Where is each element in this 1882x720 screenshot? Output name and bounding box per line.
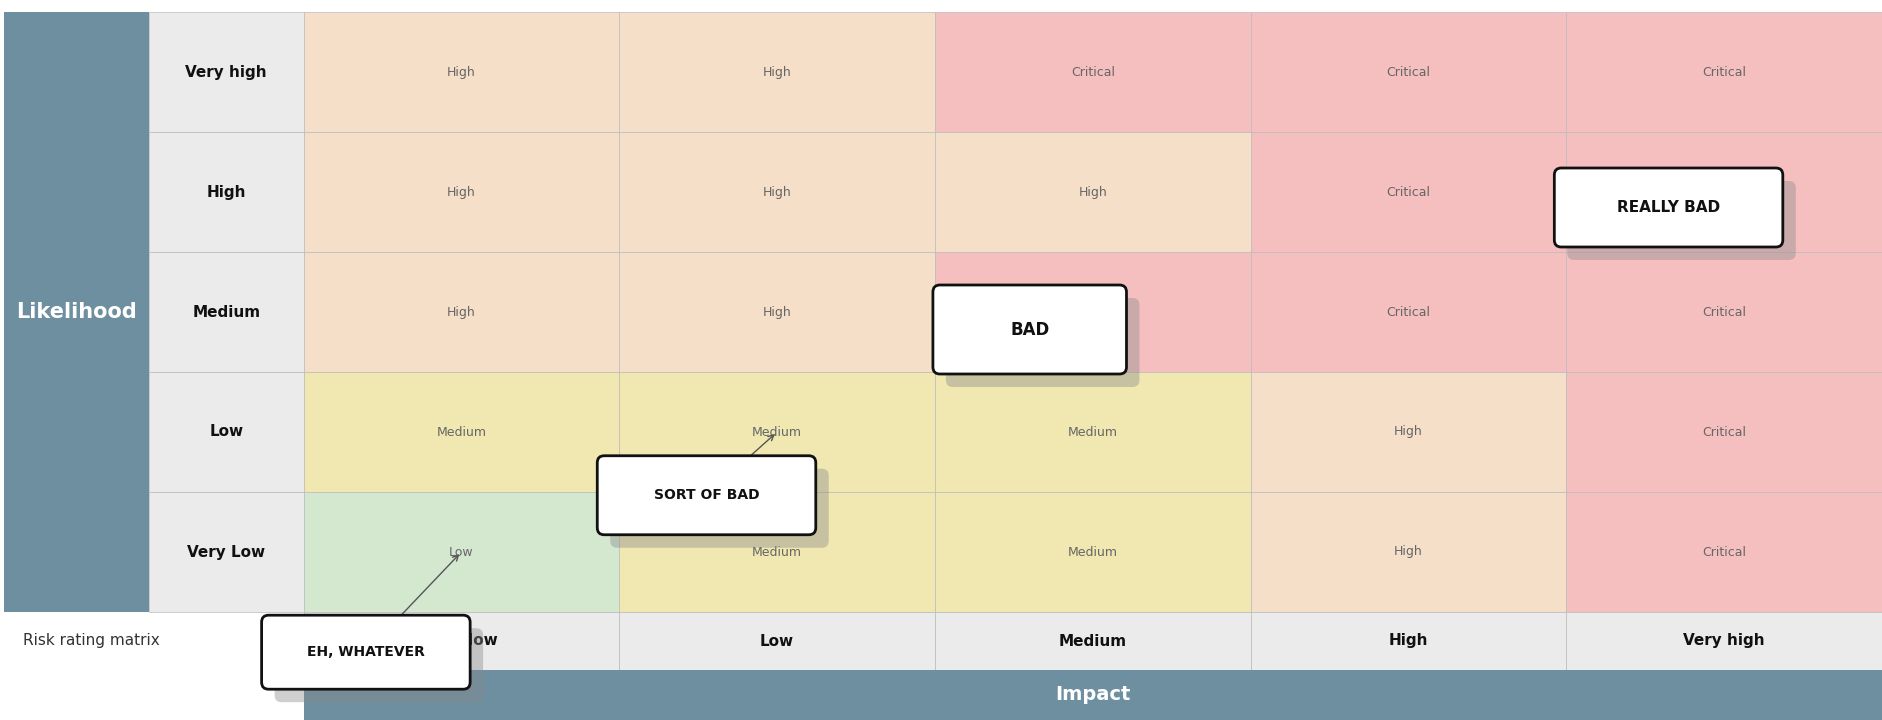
Text: Medium: Medium xyxy=(1067,426,1118,438)
Bar xyxy=(149,12,303,132)
Text: Very Low: Very Low xyxy=(186,544,265,559)
Text: High: High xyxy=(207,184,247,199)
Bar xyxy=(935,12,1252,132)
Bar xyxy=(619,612,935,670)
Text: Medium: Medium xyxy=(753,426,802,438)
Bar xyxy=(1252,252,1566,372)
Text: High: High xyxy=(1389,634,1428,649)
Bar xyxy=(935,372,1252,492)
Bar xyxy=(619,492,935,612)
Bar xyxy=(619,252,935,372)
Text: High: High xyxy=(448,186,476,199)
Bar xyxy=(1252,132,1566,252)
Bar xyxy=(1252,12,1566,132)
Text: Risk rating matrix: Risk rating matrix xyxy=(23,634,160,649)
Bar xyxy=(1566,252,1882,372)
FancyBboxPatch shape xyxy=(1555,168,1782,247)
Bar xyxy=(619,372,935,492)
Text: Critical: Critical xyxy=(1387,66,1430,78)
Bar xyxy=(619,12,935,132)
FancyBboxPatch shape xyxy=(1568,181,1795,260)
Text: Impact: Impact xyxy=(1056,685,1131,704)
Bar xyxy=(935,612,1252,670)
Bar xyxy=(303,252,619,372)
Text: Critical: Critical xyxy=(1701,426,1746,438)
Text: Critical: Critical xyxy=(1387,186,1430,199)
Text: Critical: Critical xyxy=(1701,66,1746,78)
Text: Critical: Critical xyxy=(1071,66,1114,78)
Bar xyxy=(1252,492,1566,612)
Bar xyxy=(303,12,619,132)
Text: Medium: Medium xyxy=(192,305,260,320)
Bar xyxy=(4,12,149,612)
Bar xyxy=(1252,612,1566,670)
Text: EH, WHATEVER: EH, WHATEVER xyxy=(307,645,425,660)
Text: High: High xyxy=(448,305,476,318)
Bar xyxy=(1566,372,1882,492)
Text: High: High xyxy=(1395,546,1423,559)
Text: SORT OF BAD: SORT OF BAD xyxy=(653,488,758,503)
Text: Low: Low xyxy=(760,634,794,649)
FancyBboxPatch shape xyxy=(275,628,484,702)
Text: Medium: Medium xyxy=(1060,634,1127,649)
Text: REALLY BAD: REALLY BAD xyxy=(1617,200,1720,215)
Text: Low: Low xyxy=(450,546,474,559)
Text: High: High xyxy=(1078,186,1107,199)
Bar xyxy=(935,132,1252,252)
FancyBboxPatch shape xyxy=(947,298,1139,387)
Bar xyxy=(149,492,303,612)
Text: Medium: Medium xyxy=(1067,546,1118,559)
Bar xyxy=(935,252,1252,372)
Bar xyxy=(303,612,619,670)
Text: Critical: Critical xyxy=(1701,546,1746,559)
Bar xyxy=(935,492,1252,612)
Bar xyxy=(149,132,303,252)
Text: very low: very low xyxy=(425,634,497,649)
Text: Critical: Critical xyxy=(1071,305,1114,318)
Text: Very high: Very high xyxy=(1683,634,1765,649)
Bar xyxy=(619,132,935,252)
Bar xyxy=(1252,372,1566,492)
Text: Critical: Critical xyxy=(1387,305,1430,318)
Bar xyxy=(303,670,1882,720)
Text: BAD: BAD xyxy=(1011,320,1050,338)
Text: High: High xyxy=(762,305,792,318)
Bar xyxy=(1566,612,1882,670)
Text: High: High xyxy=(1395,426,1423,438)
Text: High: High xyxy=(448,66,476,78)
FancyBboxPatch shape xyxy=(262,615,470,689)
Text: Critical: Critical xyxy=(1701,305,1746,318)
Text: Medium: Medium xyxy=(753,546,802,559)
Bar xyxy=(1566,12,1882,132)
Text: Medium: Medium xyxy=(437,426,486,438)
Bar xyxy=(303,132,619,252)
Bar xyxy=(149,252,303,372)
Text: Very high: Very high xyxy=(186,65,267,79)
Bar xyxy=(1566,132,1882,252)
Bar xyxy=(303,492,619,612)
Bar xyxy=(1566,492,1882,612)
Bar xyxy=(303,372,619,492)
Text: High: High xyxy=(762,186,792,199)
Text: Likelihood: Likelihood xyxy=(17,302,137,322)
FancyBboxPatch shape xyxy=(933,285,1127,374)
FancyBboxPatch shape xyxy=(597,456,815,535)
Text: Low: Low xyxy=(209,425,243,439)
Text: High: High xyxy=(762,66,792,78)
Bar xyxy=(149,372,303,492)
FancyBboxPatch shape xyxy=(610,469,828,548)
Text: Critical: Critical xyxy=(1701,186,1746,199)
